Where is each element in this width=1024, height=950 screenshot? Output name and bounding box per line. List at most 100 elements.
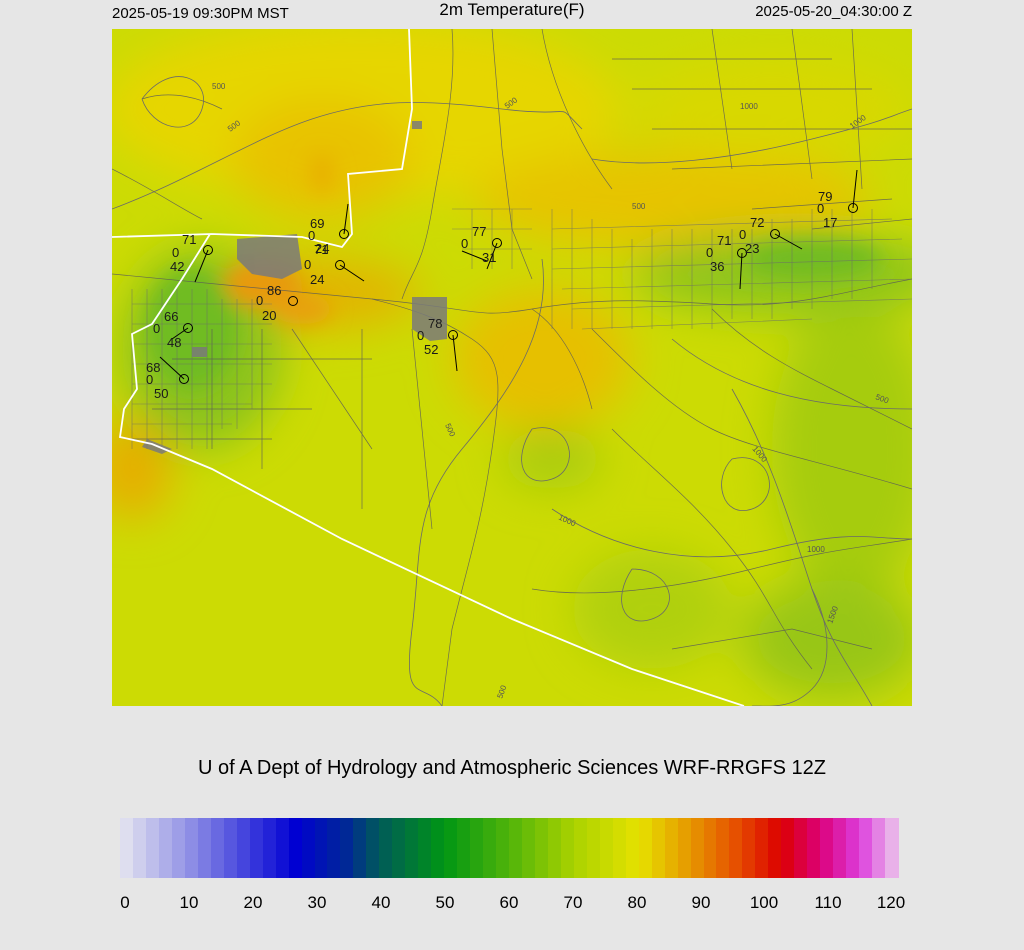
colorbar-cell <box>846 818 860 878</box>
svg-text:79: 79 <box>818 189 832 204</box>
colorbar-cell <box>457 818 471 878</box>
svg-text:0: 0 <box>256 293 263 308</box>
svg-text:17: 17 <box>823 215 837 230</box>
colorbar-cell <box>573 818 588 878</box>
colorbar-cell <box>301 818 316 878</box>
colorbar-cell <box>210 818 225 878</box>
svg-text:23: 23 <box>745 241 759 256</box>
svg-text:0: 0 <box>706 245 713 260</box>
colorbar-cell <box>145 818 160 878</box>
colorbar-cell <box>781 818 795 878</box>
svg-text:50: 50 <box>154 386 168 401</box>
svg-text:72: 72 <box>750 215 764 230</box>
colorbar-cell <box>275 818 290 878</box>
svg-text:0: 0 <box>739 227 746 242</box>
urban-areas <box>142 121 447 454</box>
colorbar-cell <box>223 818 238 878</box>
map-title: 2m Temperature(F) <box>439 0 585 19</box>
station-plot: 71 0 42 <box>170 232 213 283</box>
station-plot: 68 0 50 <box>146 356 189 401</box>
colorbar-cell <box>742 818 756 878</box>
colorbar-tick: 60 <box>499 893 519 912</box>
colorbar-tick: 120 <box>876 893 906 912</box>
svg-text:71: 71 <box>314 242 328 257</box>
colorbar-cell <box>820 818 834 878</box>
colorbar-tick: 0 <box>120 893 130 912</box>
station-plot: 69 0 24 <box>308 203 349 256</box>
colorbar-cell <box>716 818 731 878</box>
colorbar-cell <box>547 818 562 878</box>
contours <box>112 76 912 706</box>
colorbar-tick: 90 <box>691 893 711 912</box>
station-plot: 71 0 36 <box>706 233 747 290</box>
svg-text:1000: 1000 <box>740 102 758 111</box>
colorbar-cell <box>521 818 536 878</box>
colorbar-cell <box>158 818 173 878</box>
colorbar-cell <box>496 818 510 878</box>
station-plot: 66 0 48 <box>153 309 193 350</box>
svg-text:0: 0 <box>146 372 153 387</box>
colorbar-cell <box>807 818 821 878</box>
colorbar-cell <box>120 818 134 878</box>
colorbar-cell <box>833 818 847 878</box>
colorbar-cell <box>405 818 419 878</box>
colorbar-cell <box>197 818 212 878</box>
svg-text:66: 66 <box>164 309 178 324</box>
svg-text:0: 0 <box>172 245 179 260</box>
colorbar-cell <box>366 818 380 878</box>
svg-text:68: 68 <box>146 360 160 375</box>
svg-text:500: 500 <box>495 684 508 700</box>
colorbar-cell <box>534 818 549 878</box>
colorbar-cell <box>885 818 899 878</box>
colorbar-tick: 50 <box>435 893 455 912</box>
colorbar-cell <box>599 818 614 878</box>
svg-text:0: 0 <box>461 236 468 251</box>
colorbar-cell <box>586 818 601 878</box>
svg-text:0: 0 <box>153 321 160 336</box>
colorbar-tick: 30 <box>307 893 327 912</box>
svg-text:86: 86 <box>267 283 281 298</box>
colorbar-cell <box>327 818 342 878</box>
colorbar-cell <box>132 818 147 878</box>
svg-text:78: 78 <box>428 316 442 331</box>
svg-text:500: 500 <box>632 202 646 211</box>
svg-text:0: 0 <box>817 201 824 216</box>
svg-text:500: 500 <box>212 82 226 91</box>
svg-text:0: 0 <box>417 328 424 343</box>
svg-text:69: 69 <box>310 216 324 231</box>
road-network <box>112 29 912 706</box>
colorbar-cell <box>431 818 445 878</box>
colorbar-tick: 100 <box>749 893 779 912</box>
colorbar-tick: 70 <box>563 893 583 912</box>
svg-text:0: 0 <box>308 228 315 243</box>
colorbar-cell <box>703 818 718 878</box>
colorbar-cell <box>509 818 523 878</box>
svg-text:77: 77 <box>472 224 486 239</box>
grid-towns <box>131 208 912 449</box>
colorbar-tick: 10 <box>179 893 199 912</box>
svg-text:31: 31 <box>482 250 496 265</box>
colorbar-cell <box>690 818 705 878</box>
colorbar-cell <box>638 818 653 878</box>
colorbar-cell <box>755 818 769 878</box>
colorbar-cell <box>236 818 251 878</box>
colorbar-cell <box>664 818 679 878</box>
colorbar-cell <box>677 818 692 878</box>
temperature-map: 500 500 500 1000 1000 1000 1000 1000 500… <box>112 29 912 706</box>
station-plot: 77 0 31 <box>461 224 502 270</box>
colorbar-cell <box>729 818 743 878</box>
colorbar-cell <box>418 818 432 878</box>
valid-local-time: 2025-05-19 09:30PM MST <box>112 5 289 22</box>
colorbar-cell <box>249 818 264 878</box>
colorbar-tick: 40 <box>371 893 391 912</box>
colorbar-tick: 20 <box>243 893 263 912</box>
colorbar-cell <box>859 818 873 878</box>
colorbar-cell <box>184 818 199 878</box>
valid-utc-time: 2025-05-20_04:30:00 Z <box>755 3 912 20</box>
svg-text:500: 500 <box>874 392 890 405</box>
station-plot: 72 0 23 <box>739 215 803 256</box>
colorbar-cell <box>288 818 303 878</box>
colorbar-cell <box>314 818 329 878</box>
colorbar-cell <box>625 818 640 878</box>
svg-text:20: 20 <box>262 308 276 323</box>
